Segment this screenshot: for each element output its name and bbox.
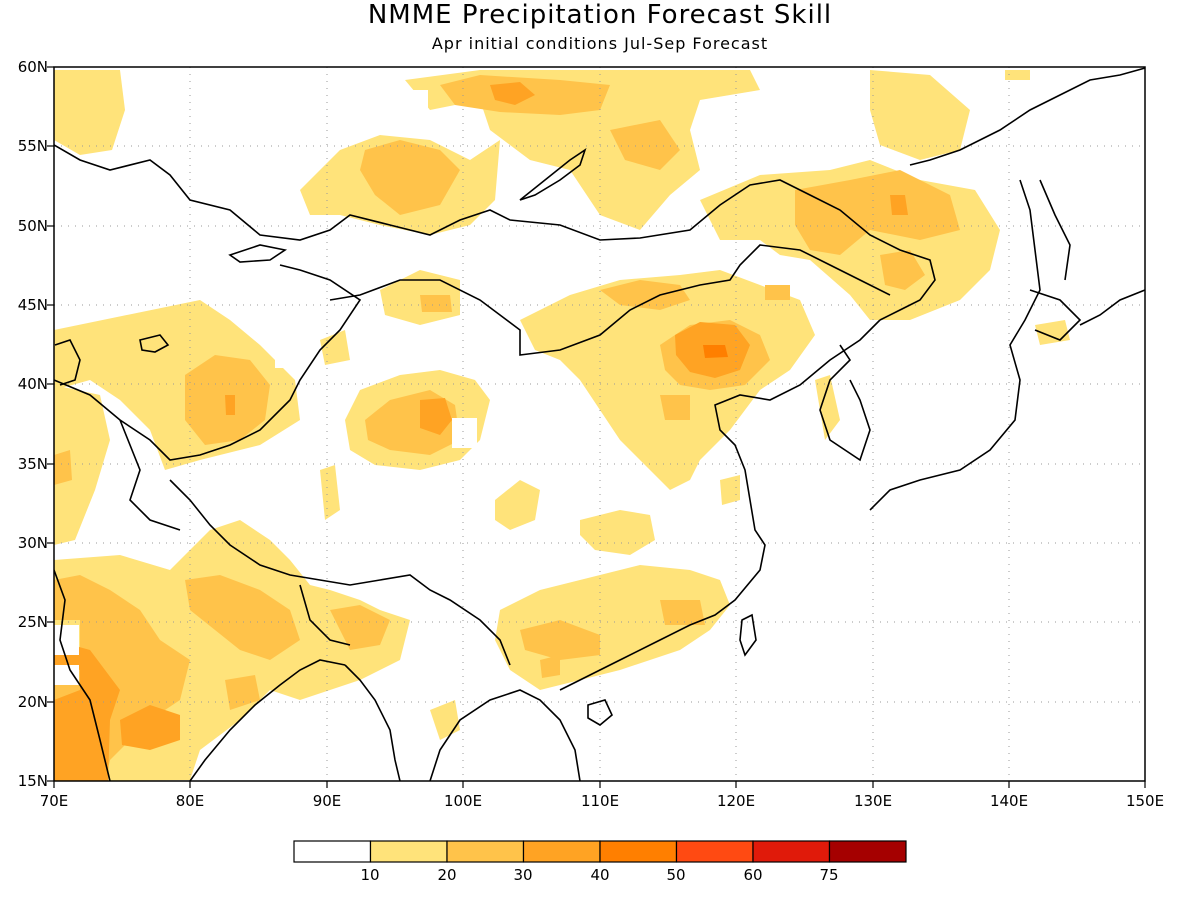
lon-label-90e: 90E — [312, 792, 342, 810]
axis-ticks — [47, 66, 1146, 788]
colorbar-label-60: 60 — [743, 866, 763, 884]
map-gridlines — [54, 67, 1145, 781]
map-title: NMME Precipitation Forecast Skill — [367, 0, 833, 30]
lat-label-25n: 25N — [17, 613, 48, 631]
colorbar-label-75: 75 — [819, 866, 839, 884]
colorbar-swatch-6 — [752, 840, 831, 863]
lon-label-140e: 140E — [989, 792, 1029, 810]
lat-label-15n: 15N — [17, 772, 48, 790]
lon-label-120e: 120E — [716, 792, 756, 810]
colorbar-swatch-2 — [446, 840, 525, 863]
lon-label-100e: 100E — [443, 792, 483, 810]
lat-label-45n: 45N — [17, 296, 48, 314]
colorbar — [293, 840, 907, 863]
colorbar-label-50: 50 — [666, 866, 686, 884]
colorbar-swatch-4 — [599, 840, 678, 863]
colorbar-label-10: 10 — [360, 866, 380, 884]
colorbar-swatch-5 — [675, 840, 754, 863]
coastlines-borders — [54, 67, 1145, 781]
lat-label-20n: 20N — [17, 693, 48, 711]
lon-label-150e: 150E — [1125, 792, 1165, 810]
lon-label-130e: 130E — [853, 792, 893, 810]
map-subtitle: Apr initial conditions Jul-Sep Forecast — [431, 34, 769, 53]
colorbar-label-30: 30 — [513, 866, 533, 884]
lon-label-70e: 70E — [39, 792, 69, 810]
colorbar-swatch-1 — [369, 840, 448, 863]
colorbar-swatch-7 — [828, 840, 907, 863]
lat-label-55n: 55N — [17, 137, 48, 155]
skill-shading — [54, 70, 1070, 781]
colorbar-swatch-3 — [522, 840, 601, 863]
colorbar-label-20: 20 — [437, 866, 457, 884]
lat-label-40n: 40N — [17, 375, 48, 393]
lon-label-80e: 80E — [175, 792, 205, 810]
lat-label-50n: 50N — [17, 217, 48, 235]
colorbar-label-40: 40 — [590, 866, 610, 884]
lat-label-60n: 60N — [17, 58, 48, 76]
lon-label-110e: 110E — [580, 792, 620, 810]
lat-label-35n: 35N — [17, 455, 48, 473]
lat-label-30n: 30N — [17, 534, 48, 552]
colorbar-swatch-0 — [293, 840, 372, 863]
